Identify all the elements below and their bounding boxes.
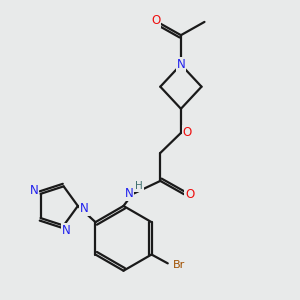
Text: N: N (62, 224, 71, 237)
Text: N: N (176, 58, 185, 71)
Text: N: N (124, 187, 133, 200)
Text: O: O (183, 126, 192, 140)
Text: H: H (135, 181, 143, 191)
Text: N: N (30, 184, 38, 197)
Text: O: O (185, 188, 194, 201)
Text: N: N (80, 202, 89, 215)
Text: O: O (151, 14, 160, 27)
Text: Br: Br (173, 260, 185, 270)
